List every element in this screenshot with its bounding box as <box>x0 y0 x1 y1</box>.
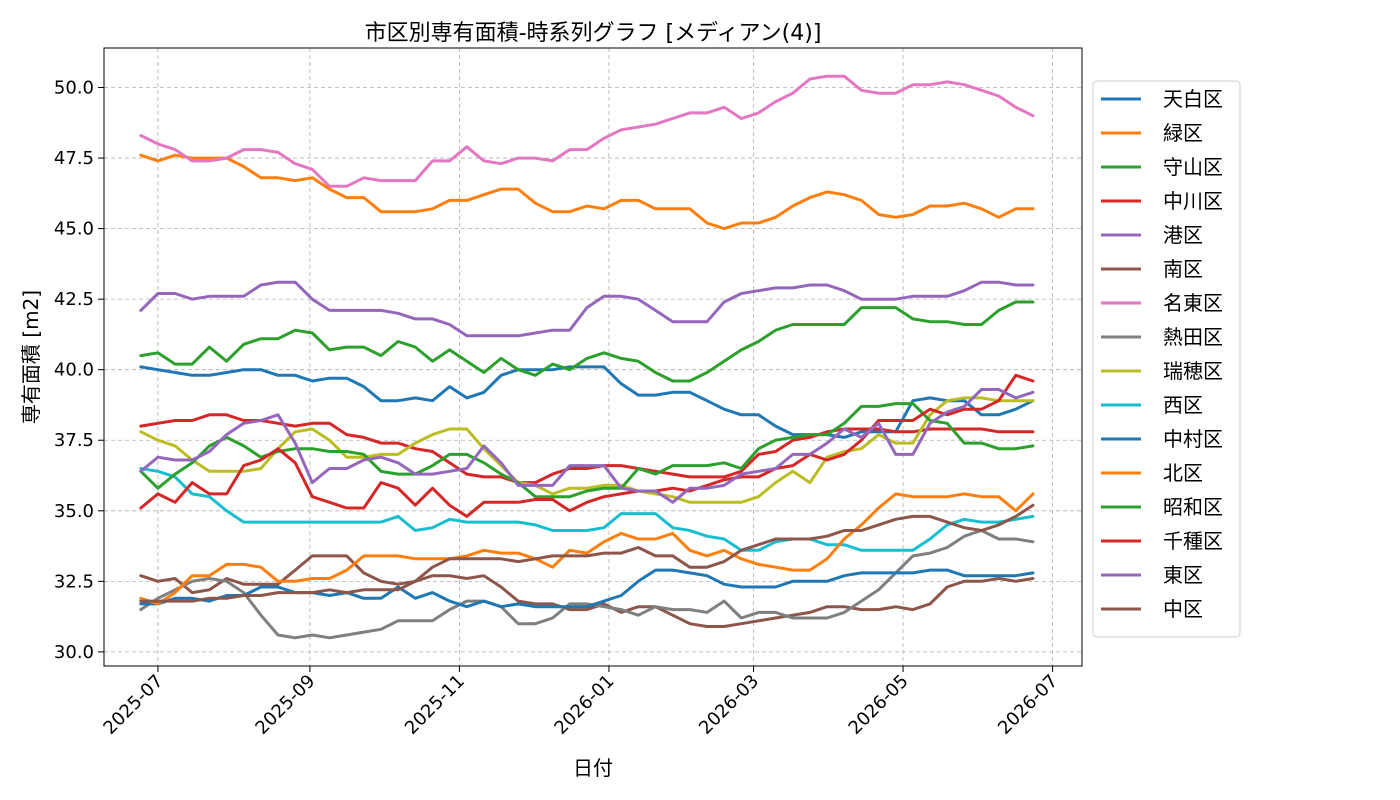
y-tick-label: 32.5 <box>54 571 94 592</box>
legend-label: 熱田区 <box>1163 325 1223 349</box>
legend-label: 中川区 <box>1163 189 1223 213</box>
legend-label: 港区 <box>1163 223 1203 247</box>
y-tick-label: 47.5 <box>54 148 94 169</box>
series-layer <box>139 74 1035 640</box>
legend-label: 昭和区 <box>1163 495 1223 519</box>
legend-label: 天白区 <box>1163 87 1223 111</box>
series-line-14 <box>139 373 1035 518</box>
y-tick-label: 50.0 <box>54 78 94 99</box>
series-line-2 <box>139 153 1035 231</box>
chart-title: 市区別専有面積-時系列グラフ [メディアン(4)] <box>365 21 822 46</box>
x-axis-label: 日付 <box>573 756 613 780</box>
legend-label: 名東区 <box>1163 291 1223 315</box>
y-tick-label: 45.0 <box>54 219 94 240</box>
y-tick-label: 40.0 <box>54 360 94 381</box>
y-axis-ticks: 30.0 32.5 35.0 37.5 40.0 42.5 45.0 47.5 50.0 <box>54 78 104 663</box>
series-line-15 <box>139 388 1035 504</box>
legend-label: 緑区 <box>1163 121 1203 145</box>
plot-frame <box>103 47 1083 667</box>
legend-label: 南区 <box>1163 257 1203 281</box>
legend-label: 守山区 <box>1163 155 1223 179</box>
y-tick-label: 37.5 <box>54 430 94 451</box>
y-axis-label: 専有面積 [m2] <box>19 290 43 424</box>
y-tick-label: 30.0 <box>54 642 94 663</box>
series-line-10 <box>139 467 1035 552</box>
series-line-3 <box>139 300 1035 383</box>
series-line-8 <box>139 529 1035 640</box>
series-line-6 <box>139 554 1035 628</box>
legend-label: 中区 <box>1163 597 1203 621</box>
y-tick-label: 42.5 <box>54 289 94 310</box>
legend-label: 西区 <box>1163 393 1203 417</box>
series-line-12 <box>139 492 1035 606</box>
series-line-13 <box>139 402 1035 499</box>
series-line-16 <box>139 503 1035 603</box>
legend-label: 千種区 <box>1163 529 1223 553</box>
series-line-4 <box>139 413 1035 485</box>
legend-box <box>1092 80 1241 638</box>
legend-label: 瑞穂区 <box>1163 359 1223 383</box>
series-line-7 <box>139 74 1035 188</box>
legend-label: 中村区 <box>1163 427 1223 451</box>
series-line-11 <box>139 568 1035 609</box>
legend-label: 東区 <box>1163 563 1203 587</box>
legend: 天白区緑区守山区中川区港区南区名東区熱田区瑞穂区西区中村区北区昭和区千種区東区中… <box>1092 80 1241 638</box>
series-line-5 <box>139 280 1035 338</box>
y-tick-label: 35.0 <box>54 501 94 522</box>
series-line-9 <box>139 396 1035 504</box>
legend-label: 北区 <box>1163 461 1203 485</box>
